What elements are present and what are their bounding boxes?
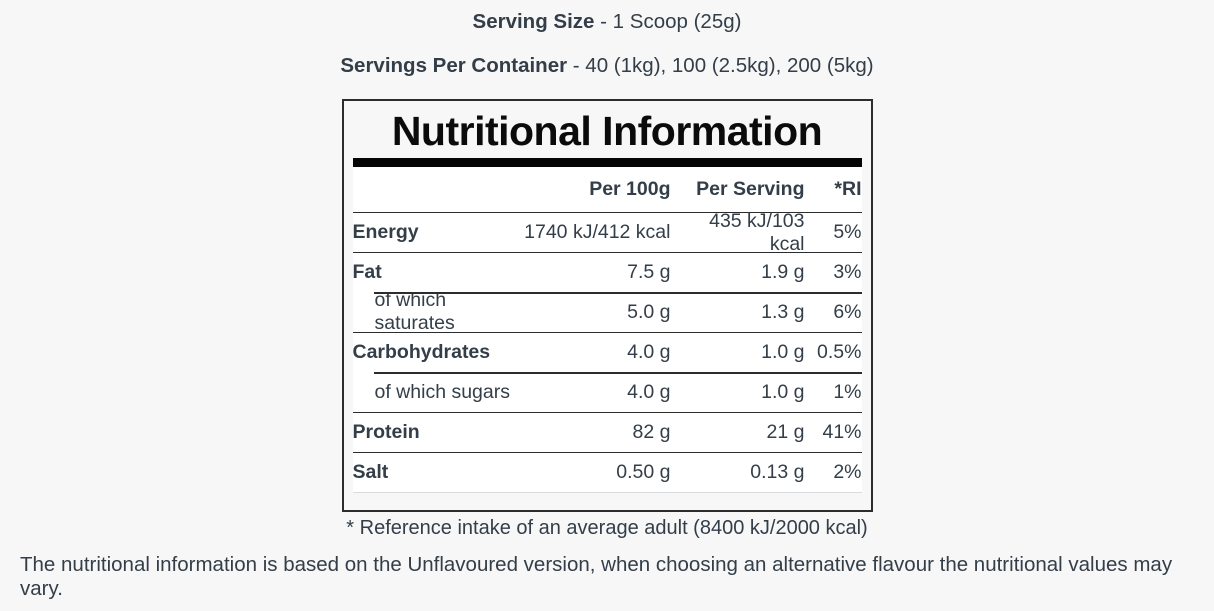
reference-intake-footnote: * Reference intake of an average adult (… — [346, 517, 868, 539]
table-row-fat: Fat 7.5 g 1.9 g 3% — [352, 252, 862, 292]
table-row-sugars: of which sugars 4.0 g 1.0 g 1% — [353, 372, 862, 412]
value-per-100g: 7.5 g — [627, 261, 671, 283]
row-label: Carbohydrates — [352, 341, 491, 363]
value-per-serving: 1.0 g — [761, 380, 805, 403]
value-ri: 5% — [833, 221, 862, 243]
servings-per-container-label: Servings Per Container — [340, 54, 568, 77]
value-per-serving: 0.13 g — [750, 461, 805, 483]
serving-size-label: Serving Size — [472, 10, 595, 33]
value-ri: 3% — [833, 261, 862, 283]
row-label: Energy — [352, 221, 419, 243]
value-per-serving: 435 kJ/103 kcal — [709, 209, 805, 255]
row-label: Salt — [352, 461, 389, 483]
row-label: of which sugars — [374, 380, 510, 403]
table-header-row: Per 100g Per Serving *RI — [353, 167, 862, 212]
column-header-ri: *RI — [834, 178, 862, 200]
value-per-serving: 21 g — [766, 421, 805, 443]
value-per-100g: 1740 kJ/412 kcal — [524, 221, 671, 243]
disclaimer-text: The nutritional information is based on … — [20, 553, 1173, 600]
serving-size-value: - 1 Scoop (25g) — [594, 10, 742, 33]
column-header-per-serving: Per Serving — [696, 178, 805, 200]
table-row-saturates: of which saturates 5.0 g 1.3 g 6% — [353, 289, 862, 334]
value-ri: 2% — [833, 461, 862, 483]
value-per-serving: 1.3 g — [761, 300, 805, 323]
value-per-100g: 5.0 g — [627, 300, 671, 323]
serving-size-line: Serving Size - 1 Scoop (25g) — [0, 0, 1214, 33]
value-ri: 0.5% — [817, 341, 862, 363]
value-per-100g: 4.0 g — [627, 341, 671, 363]
table-row-carbohydrates: Carbohydrates 4.0 g 1.0 g 0.5% — [352, 332, 862, 372]
row-label: of which saturates — [374, 289, 455, 334]
row-label: Protein — [352, 421, 420, 443]
value-ri: 6% — [833, 300, 862, 323]
table-row-energy: Energy 1740 kJ/412 kcal 435 kJ/103 kcal … — [352, 210, 862, 255]
separator-bar — [352, 158, 862, 167]
value-per-serving: 1.9 g — [761, 261, 805, 283]
nutrition-title: Nutritional Information — [391, 108, 823, 154]
nutrition-label-box: Nutritional Information Per 100g Per Ser… — [341, 99, 873, 512]
row-label: Fat — [352, 261, 382, 283]
value-per-serving: 1.0 g — [761, 341, 805, 363]
column-header-per-100g: Per 100g — [589, 178, 671, 200]
value-ri: 41% — [822, 421, 862, 443]
value-per-100g: 82 g — [632, 421, 671, 443]
value-ri: 1% — [833, 380, 862, 403]
value-per-100g: 4.0 g — [627, 380, 671, 403]
nutrition-table-area: Per 100g Per Serving *RI Energy 1740 kJ/… — [352, 158, 862, 493]
nutrition-table: Per 100g Per Serving *RI Energy 1740 kJ/… — [352, 167, 862, 493]
table-row-protein: Protein 82 g 21 g 41% — [352, 412, 862, 452]
value-per-100g: 0.50 g — [616, 461, 671, 483]
table-row-salt: Salt 0.50 g 0.13 g 2% — [352, 452, 862, 492]
servings-per-container-value: - 40 (1kg), 100 (2.5kg), 200 (5kg) — [567, 54, 874, 77]
servings-per-container-line: Servings Per Container - 40 (1kg), 100 (… — [0, 54, 1214, 77]
